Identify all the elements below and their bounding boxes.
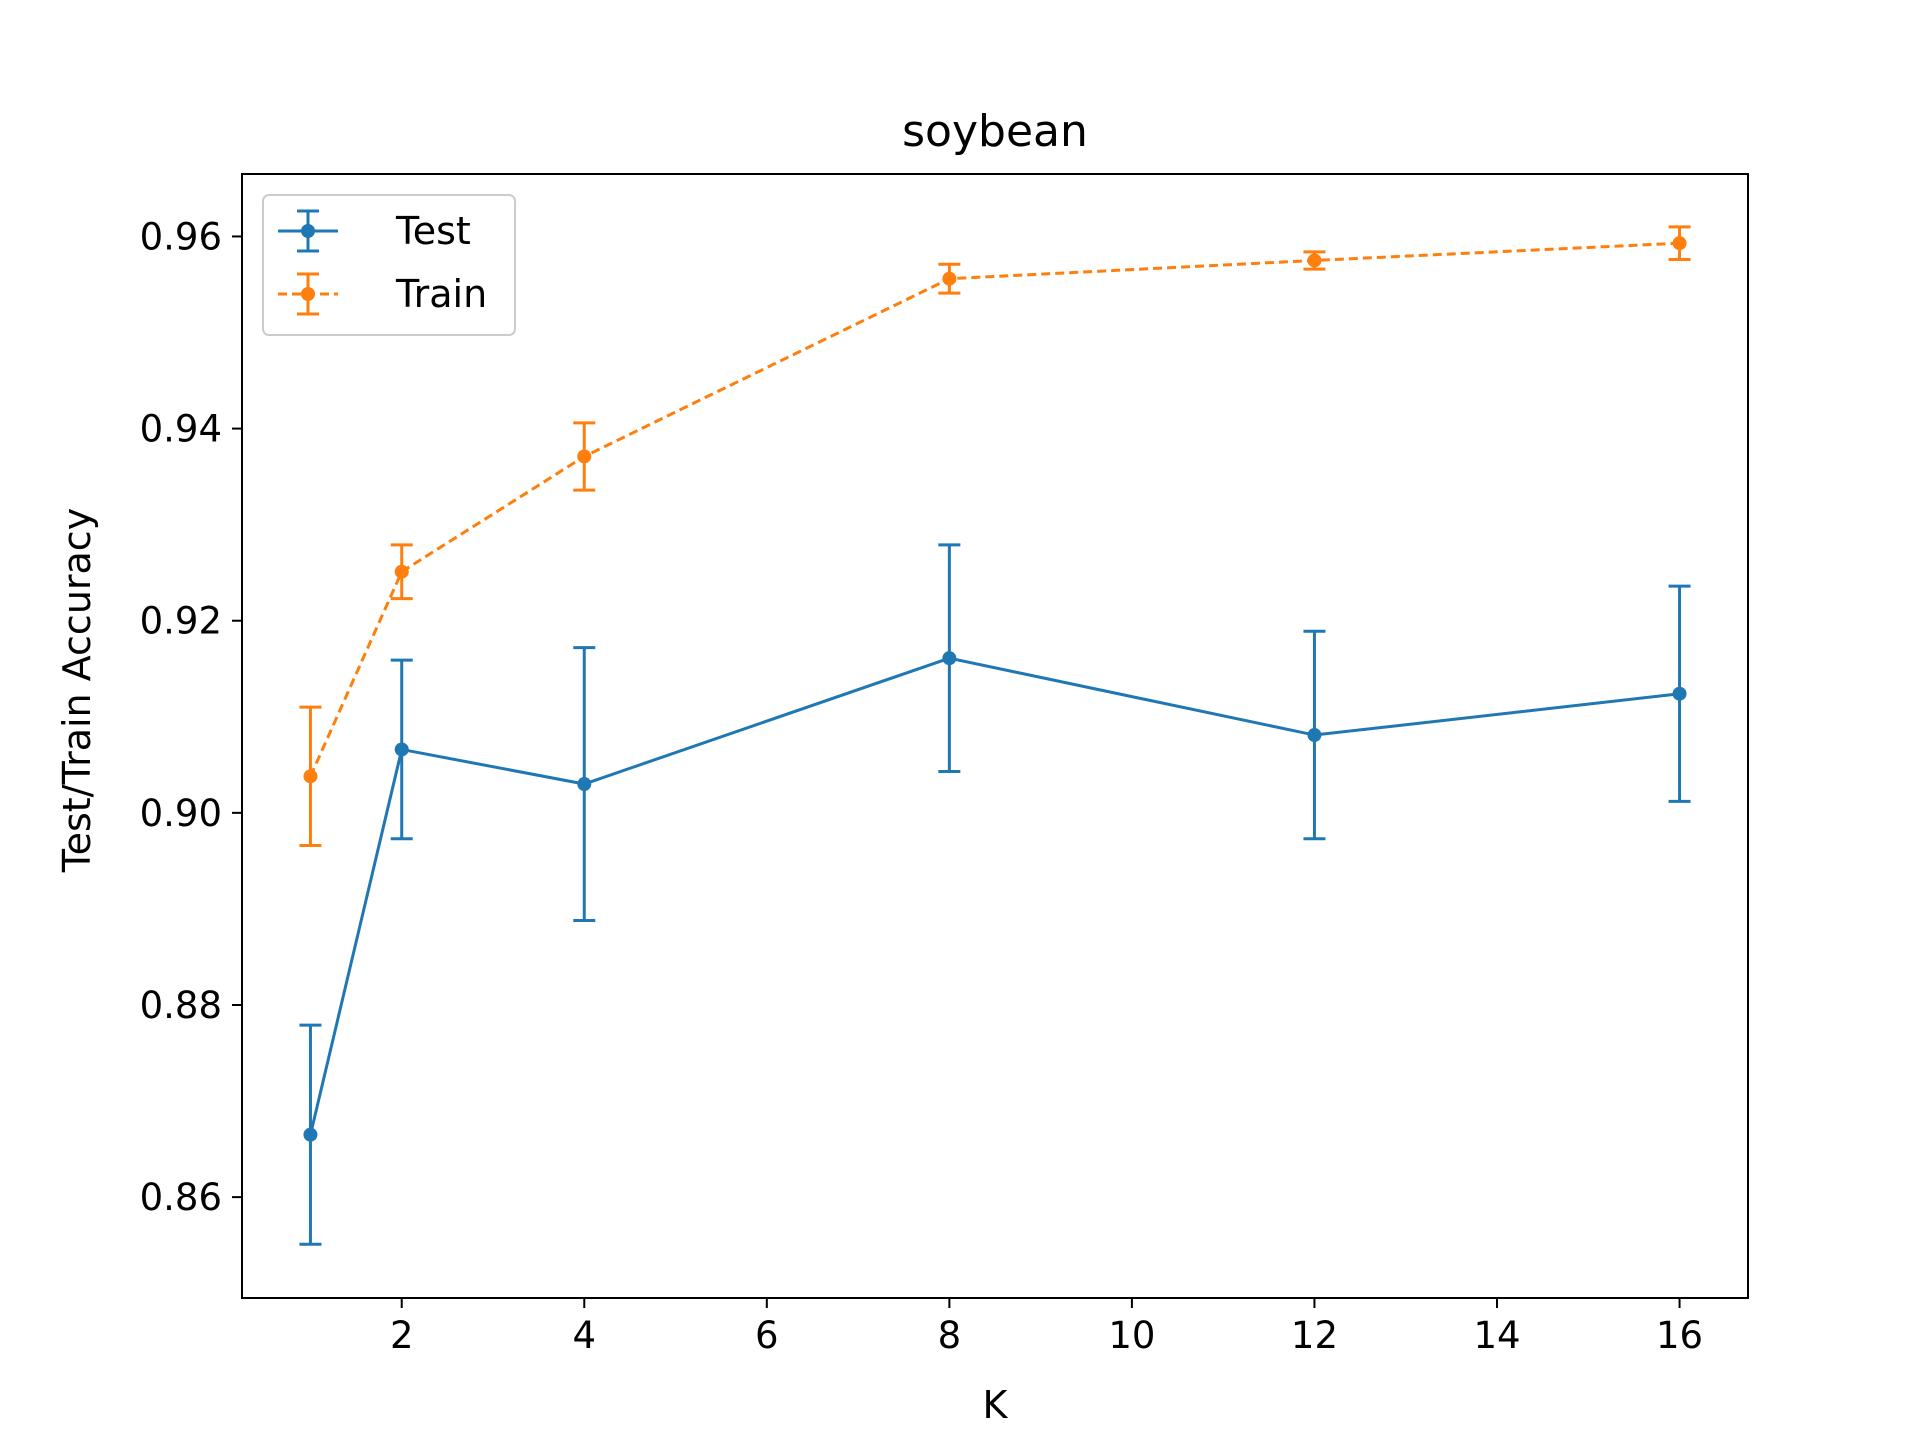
legend-label-test: Test	[395, 209, 471, 253]
legend-label-train: Train	[395, 272, 487, 316]
legend-marker-test	[301, 224, 315, 238]
y-tick-label: 0.90	[140, 792, 222, 835]
data-point-test	[1307, 728, 1322, 743]
x-tick-label: 16	[1656, 1314, 1703, 1357]
x-tick-label: 2	[390, 1314, 414, 1357]
y-tick-label: 0.86	[140, 1176, 222, 1219]
x-tick-label: 10	[1108, 1314, 1155, 1357]
y-axis-label: Test/Train Accuracy	[55, 508, 99, 873]
data-point-train	[394, 564, 409, 579]
data-point-test	[394, 742, 409, 757]
y-tick-label: 0.88	[140, 984, 222, 1027]
data-point-test	[577, 777, 592, 792]
x-tick-label: 4	[572, 1314, 596, 1357]
y-tick-label: 0.94	[140, 408, 222, 451]
data-point-test	[942, 651, 957, 666]
data-point-train	[1672, 236, 1687, 251]
data-point-train	[303, 769, 318, 784]
series-line-test	[308, 656, 1680, 1136]
plot-area	[299, 225, 1691, 1246]
x-tick-label: 8	[938, 1314, 962, 1357]
y-tick-label: 0.92	[140, 600, 222, 643]
legend: Test Train	[262, 194, 516, 336]
data-point-test	[303, 1127, 318, 1142]
axes-frame	[241, 173, 1749, 1299]
series-line-train	[309, 241, 1680, 777]
chart-title: soybean	[902, 106, 1088, 157]
data-point-train	[1307, 253, 1322, 268]
x-axis-label: K	[983, 1383, 1009, 1427]
legend-marker-train	[301, 287, 315, 301]
data-point-train	[942, 271, 957, 286]
x-tick-label: 6	[755, 1314, 779, 1357]
y-tick-label: 0.96	[140, 215, 222, 258]
data-point-train	[577, 449, 592, 464]
x-tick-label: 14	[1473, 1314, 1520, 1357]
x-tick-label: 12	[1291, 1314, 1338, 1357]
data-point-test	[1672, 686, 1687, 701]
